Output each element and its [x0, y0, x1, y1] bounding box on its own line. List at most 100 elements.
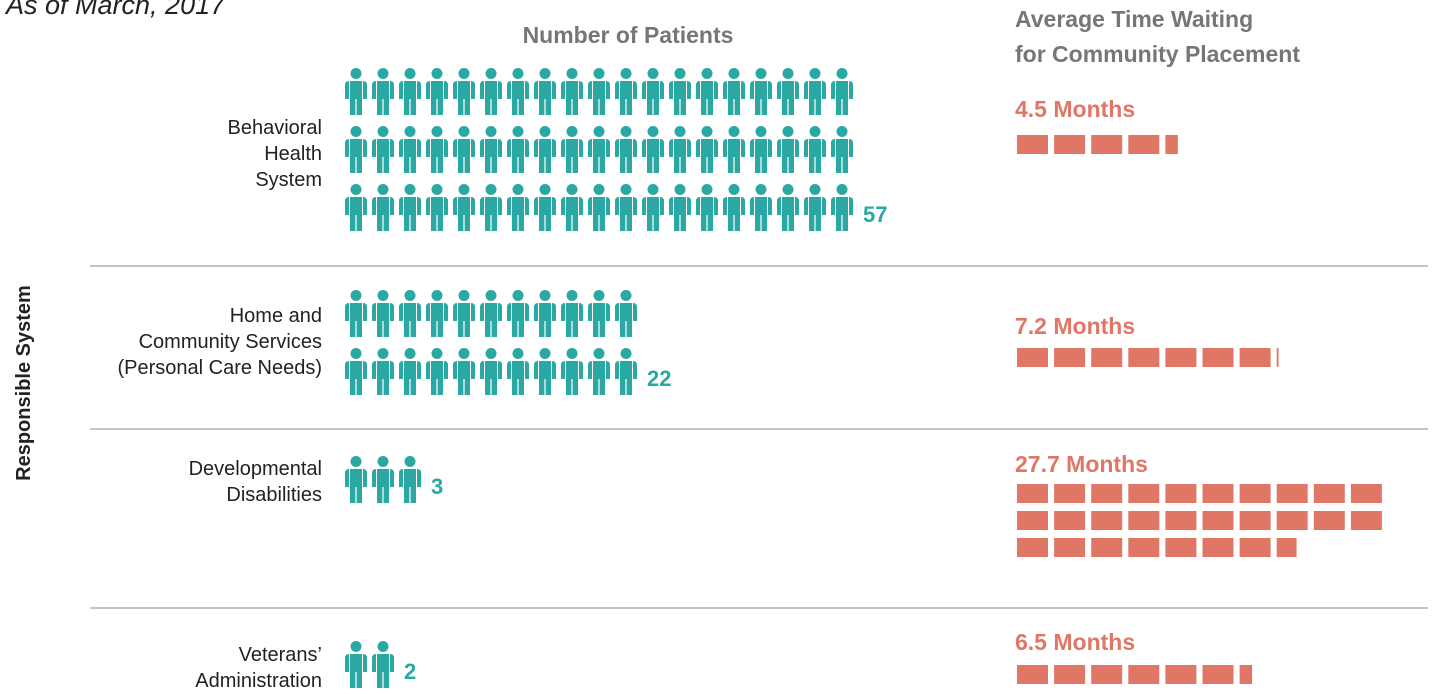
- icon-body: [696, 197, 718, 231]
- patient-icon: [372, 290, 394, 337]
- icon-body: [534, 303, 556, 337]
- month-block: [1017, 348, 1048, 367]
- month-block: [1128, 484, 1160, 503]
- icon-head: [539, 348, 551, 359]
- icon-head: [782, 68, 794, 79]
- category-label: System: [255, 169, 322, 191]
- icon-body: [804, 81, 826, 115]
- patient-icon: [507, 184, 529, 231]
- month-block: [1054, 348, 1086, 367]
- icon-head: [782, 184, 794, 195]
- icon-body: [507, 139, 529, 173]
- patient-icon: [615, 68, 637, 115]
- month-block: [1239, 665, 1253, 684]
- patient-icon: [507, 68, 529, 115]
- icon-body: [426, 139, 448, 173]
- patient-icon: [345, 68, 367, 115]
- patient-icon: [480, 290, 502, 337]
- icon-head: [404, 348, 416, 359]
- patient-icon: [615, 348, 637, 395]
- patient-icon: [453, 348, 475, 395]
- patient-icon: [696, 126, 718, 173]
- icon-head: [485, 126, 497, 137]
- icon-head: [512, 290, 524, 301]
- icon-head: [431, 68, 443, 79]
- month-block: [1128, 348, 1160, 367]
- patient-icon: [399, 68, 421, 115]
- patient-icon: [723, 68, 745, 115]
- month-block: [1017, 135, 1048, 154]
- icon-body: [561, 303, 583, 337]
- patient-icon: [831, 184, 853, 231]
- icon-body: [723, 139, 745, 173]
- icon-body: [453, 361, 475, 395]
- patient-icon: [723, 126, 745, 173]
- patient-icon: [750, 184, 772, 231]
- month-block: [1350, 511, 1382, 530]
- icon-head: [620, 184, 632, 195]
- icon-head: [404, 456, 416, 467]
- patient-icon: [507, 126, 529, 173]
- patient-icon: [669, 184, 691, 231]
- patient-icon: [777, 184, 799, 231]
- icon-body: [480, 197, 502, 231]
- value-label: 57: [863, 202, 887, 227]
- icon-body: [750, 139, 772, 173]
- patient-icon: [561, 68, 583, 115]
- month-block: [1165, 484, 1197, 503]
- icon-head: [647, 126, 659, 137]
- icon-body: [480, 81, 502, 115]
- month-block: [1128, 511, 1160, 530]
- icon-body: [426, 81, 448, 115]
- icon-body: [669, 197, 691, 231]
- month-block: [1313, 484, 1345, 503]
- icon-body: [561, 139, 583, 173]
- value-label: 2: [404, 659, 416, 684]
- icon-body: [750, 81, 772, 115]
- icon-body: [507, 197, 529, 231]
- patient-icon: [480, 68, 502, 115]
- patient-icon: [831, 68, 853, 115]
- patient-icon: [750, 126, 772, 173]
- icon-body: [831, 197, 853, 231]
- icon-body: [345, 139, 367, 173]
- patients-heading: Number of Patients: [523, 22, 734, 48]
- month-block: [1165, 665, 1197, 684]
- waiting-label: 4.5 Months: [1015, 96, 1135, 122]
- patient-icon: [372, 184, 394, 231]
- subtitle: As of March, 2017: [4, 0, 226, 20]
- patient-icon: [588, 68, 610, 115]
- month-block: [1017, 511, 1048, 530]
- icon-body: [453, 303, 475, 337]
- icon-head: [755, 184, 767, 195]
- icon-body: [534, 197, 556, 231]
- patient-icon: [534, 126, 556, 173]
- icon-body: [453, 197, 475, 231]
- icon-body: [507, 303, 529, 337]
- patient-icon: [453, 126, 475, 173]
- patient-icon: [453, 290, 475, 337]
- icon-head: [701, 126, 713, 137]
- icon-head: [377, 126, 389, 137]
- patient-icon: [588, 290, 610, 337]
- icon-body: [831, 139, 853, 173]
- patient-icon: [399, 126, 421, 173]
- icon-head: [566, 348, 578, 359]
- icon-head: [350, 126, 362, 137]
- icon-head: [539, 126, 551, 137]
- category-label: Behavioral: [227, 117, 322, 139]
- patient-icon: [561, 184, 583, 231]
- icon-body: [345, 197, 367, 231]
- month-block: [1202, 484, 1234, 503]
- icon-head: [647, 184, 659, 195]
- month-block: [1350, 484, 1382, 503]
- month-block: [1054, 538, 1086, 557]
- waiting-heading: Average Time Waiting: [1015, 6, 1253, 32]
- month-block: [1128, 135, 1160, 154]
- patient-icon: [804, 68, 826, 115]
- icon-head: [458, 290, 470, 301]
- patient-icon: [426, 126, 448, 173]
- patient-icon: [507, 290, 529, 337]
- icon-head: [458, 348, 470, 359]
- patient-icon: [453, 184, 475, 231]
